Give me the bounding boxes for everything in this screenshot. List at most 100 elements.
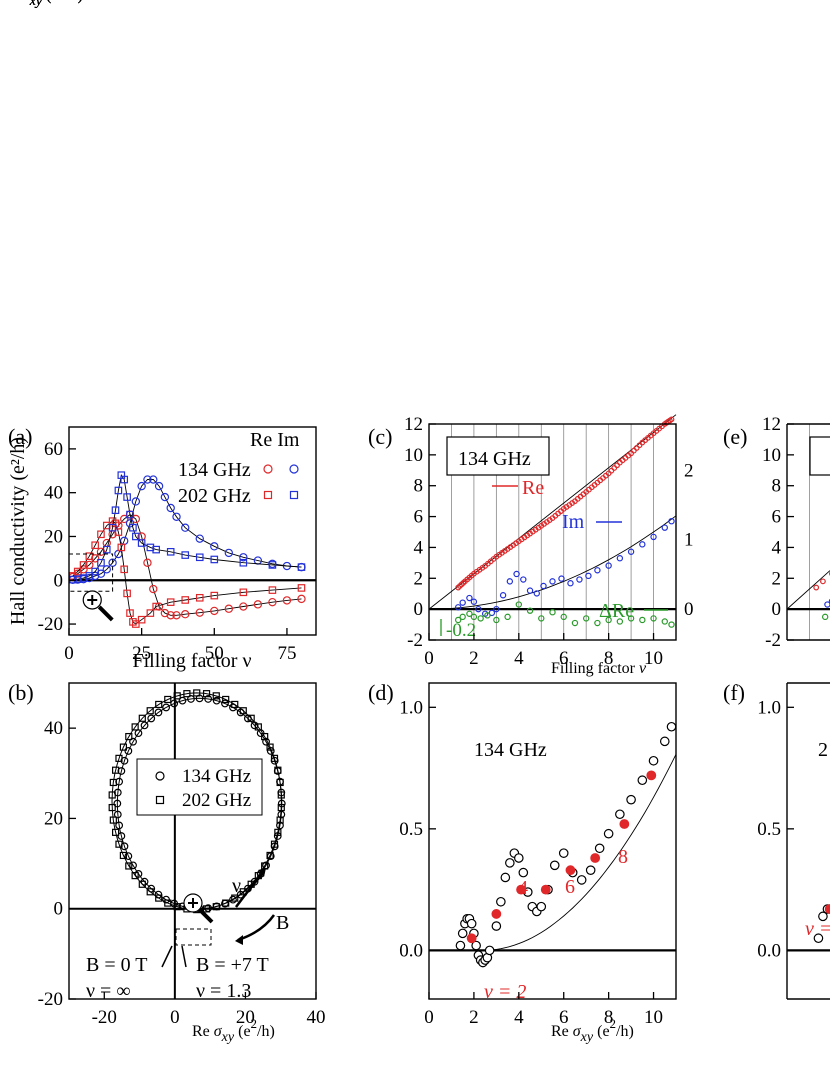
- c-point-re: [611, 465, 618, 471]
- b-point: [270, 840, 279, 848]
- a-xlabel: Filling factor ν: [132, 650, 251, 672]
- [object Object]: Im σxy (e2/h): [0, 0, 83, 9]
- d-point: [466, 918, 477, 929]
- c-point-im: [594, 567, 601, 574]
- a-point: [268, 597, 277, 607]
- a-point: [181, 523, 190, 532]
- b-point: [247, 714, 255, 722]
- b-x-tick-label: -20: [92, 1007, 117, 1028]
- d-theory-line: [482, 754, 677, 951]
- c-x-tick-label: 2: [469, 648, 479, 669]
- b-point: [147, 714, 156, 723]
- b-point: [115, 754, 123, 762]
- a-point: [239, 602, 248, 611]
- b-point: [129, 861, 137, 870]
- b-point: [222, 695, 230, 704]
- a-point: [172, 611, 181, 620]
- d-point-integer: [466, 933, 477, 944]
- b-annot-nu13: ν = 1.3: [196, 980, 251, 1002]
- a-x-tick-label: 75: [277, 643, 296, 664]
- a-x-tick-label: 0: [64, 643, 74, 664]
- a-point: [268, 586, 277, 594]
- b-point: [115, 821, 124, 830]
- c-label-box: [446, 436, 550, 476]
- b-annot-nu: ν: [232, 875, 241, 897]
- a-point: [111, 506, 120, 515]
- b-point: [266, 851, 274, 860]
- d-point: [496, 896, 506, 907]
- a-point: [102, 545, 111, 554]
- c-point-dre: [538, 615, 545, 622]
- b-point: [164, 899, 172, 907]
- [object Object]: Im σxy (e2/h): [0, 0, 83, 9]
- c-y-tick-label: 6: [414, 507, 424, 528]
- [object Object]: Im σxy (e2/h): [0, 0, 83, 9]
- b-point: [270, 754, 279, 762]
- e-point-im: [828, 598, 830, 604]
- c-point-dre: [650, 615, 657, 622]
- d-x-tick-label: 10: [644, 1007, 663, 1028]
- e-point-re: [813, 584, 820, 591]
- d-x-tick-label: 0: [424, 1007, 434, 1028]
- d-point-integer: [516, 884, 526, 895]
- c-point-dre: [515, 601, 523, 608]
- a-point: [149, 584, 158, 594]
- b-point: [124, 852, 133, 861]
- c-point-im: [616, 555, 624, 562]
- f-y-tick-label: 1.0: [757, 697, 781, 718]
- b-point: [202, 690, 211, 698]
- magnifier-icon: [188, 898, 198, 908]
- f-point-integer: [824, 904, 830, 914]
- d-point: [471, 940, 481, 951]
- a-fit-line: [72, 520, 302, 625]
- c-point-dre: [661, 618, 668, 625]
- b-zoom-box: [175, 928, 212, 946]
- a-point: [91, 567, 99, 576]
- magnifier-icon: [97, 605, 114, 622]
- e-point-dre: [821, 613, 829, 621]
- magnifier-icon: [197, 907, 214, 924]
- d-point: [505, 858, 515, 868]
- b-point: [138, 714, 146, 722]
- c-x-tick-label: 6: [559, 648, 569, 669]
- f-point: [813, 933, 824, 944]
- c-point-re: [630, 447, 637, 454]
- d-point-integer: [540, 884, 551, 895]
- a-x-tick-label: 50: [205, 643, 224, 664]
- d-point: [585, 865, 596, 875]
- d-point-integer: [491, 909, 502, 919]
- c-point-dre: [616, 618, 624, 625]
- a-point: [132, 620, 140, 628]
- c-point-im: [558, 575, 565, 582]
- a-point: [137, 615, 146, 624]
- a-point: [224, 604, 234, 613]
- a-point: [282, 596, 292, 605]
- c-y-tick-label: 10: [404, 445, 423, 466]
- c-y-tick-label: 0: [414, 599, 424, 620]
- d-marker-nu2: ν = 2: [484, 981, 526, 1003]
- a-fit-line: [72, 514, 302, 616]
- c-point-im: [533, 590, 540, 597]
- b-point: [266, 743, 274, 751]
- b-point: [162, 703, 171, 712]
- b-point: [113, 810, 122, 819]
- c-point-dre: [582, 615, 590, 622]
- a-point: [91, 541, 99, 550]
- d-point: [549, 860, 560, 871]
- b-annot-b: B: [276, 912, 289, 934]
- a-point: [195, 534, 204, 543]
- b-point: [173, 903, 181, 911]
- c-point-im: [540, 582, 547, 590]
- a-point: [253, 600, 263, 609]
- b-pointer: [181, 945, 187, 968]
- a-point: [90, 554, 100, 563]
- c-annot-im: Im: [562, 511, 585, 533]
- e-theory-line: [786, 570, 830, 610]
- b-arrow-b: [235, 935, 243, 945]
- b-point: [187, 695, 195, 703]
- d-point: [491, 921, 502, 931]
- d-point: [558, 848, 569, 858]
- d-point: [514, 853, 524, 863]
- a-point: [166, 547, 175, 556]
- c-point-im: [499, 592, 507, 599]
